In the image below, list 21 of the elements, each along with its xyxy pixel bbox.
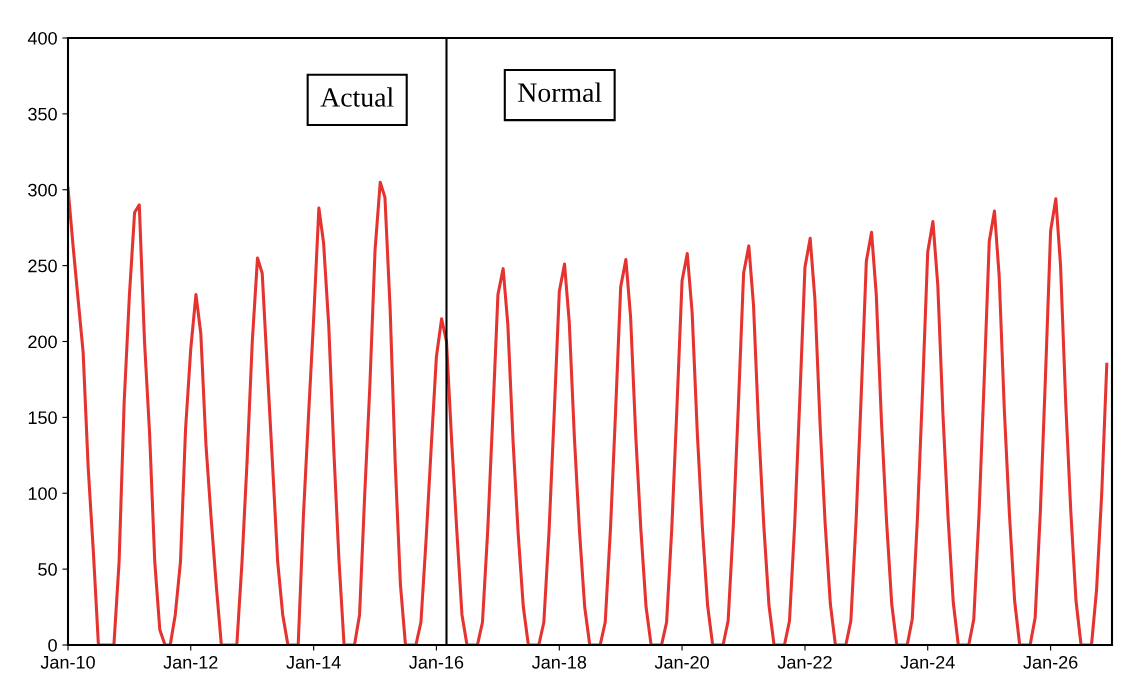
x-tick-label: Jan-12: [163, 655, 218, 669]
line-series: [68, 180, 1109, 645]
x-tick-label: Jan-16: [409, 655, 464, 669]
x-tick-label: Jan-24: [900, 655, 955, 669]
y-tick-label: 0: [48, 638, 57, 652]
y-tick-label: 150: [28, 411, 57, 425]
x-tick-label: Jan-22: [777, 655, 832, 669]
x-tick-label: Jan-10: [40, 655, 95, 669]
y-tick-label: 100: [28, 487, 57, 500]
x-tick-label: Jan-20: [654, 655, 709, 669]
y-tick-label: 300: [28, 183, 57, 197]
y-tick-label: 350: [28, 107, 57, 121]
y-tick-label: 200: [28, 335, 57, 349]
y-tick-label: 400: [27, 31, 57, 45]
x-tick-label: Jan-14: [286, 656, 341, 669]
y-tick-label: 250: [28, 259, 57, 273]
annotation: Actual: [320, 87, 394, 107]
x-tick-label: Jan-26: [1023, 655, 1078, 669]
x-tick-label: Jan-18: [532, 655, 587, 669]
annotation: Normal: [518, 82, 602, 103]
y-tick-label: 50: [38, 563, 57, 576]
